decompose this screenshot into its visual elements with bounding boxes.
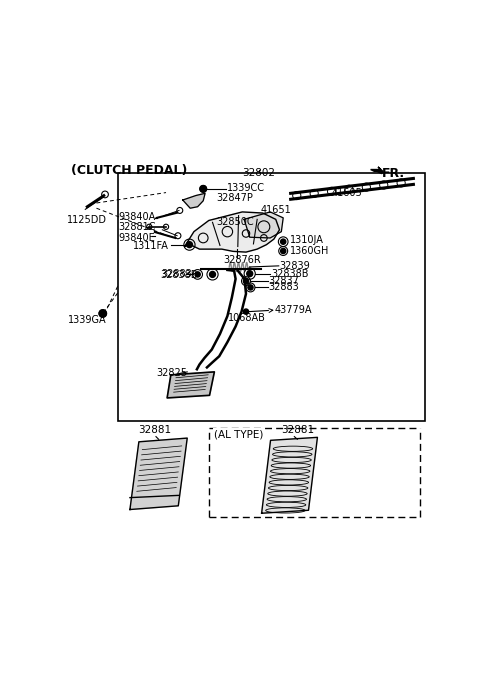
Circle shape	[195, 272, 200, 277]
Bar	[118, 173, 424, 421]
Text: 93840E: 93840E	[119, 233, 156, 243]
Text: 1360GH: 1360GH	[290, 246, 329, 256]
Text: 1311FA: 1311FA	[132, 241, 168, 251]
Circle shape	[243, 309, 249, 314]
Text: 32838B: 32838B	[160, 270, 198, 280]
Text: 93840A: 93840A	[119, 212, 156, 222]
Circle shape	[247, 270, 252, 276]
Circle shape	[200, 185, 206, 192]
Text: 1339GA: 1339GA	[68, 315, 107, 324]
Text: 32847P: 32847P	[216, 193, 253, 203]
Circle shape	[281, 248, 286, 254]
Text: 32881: 32881	[281, 425, 314, 435]
Text: 1068AB: 1068AB	[228, 313, 266, 323]
Polygon shape	[167, 372, 215, 398]
Polygon shape	[185, 212, 279, 252]
Text: 32881C: 32881C	[119, 222, 156, 232]
Circle shape	[99, 310, 107, 317]
Text: 32838B: 32838B	[271, 268, 309, 279]
Text: 1339CC: 1339CC	[227, 183, 264, 193]
Text: 32883: 32883	[161, 270, 192, 279]
Text: 32883: 32883	[269, 283, 300, 293]
Text: (AL TYPE): (AL TYPE)	[215, 429, 264, 439]
Text: 32850C: 32850C	[216, 218, 254, 227]
Circle shape	[281, 239, 286, 244]
Polygon shape	[183, 193, 205, 208]
Polygon shape	[244, 212, 283, 238]
Text: 32837: 32837	[269, 276, 300, 286]
Text: 41651: 41651	[260, 205, 291, 215]
Text: 43779A: 43779A	[275, 305, 312, 315]
Text: 32881: 32881	[138, 425, 171, 435]
Circle shape	[210, 272, 216, 277]
Text: (CLUTCH PEDAL): (CLUTCH PEDAL)	[71, 164, 188, 176]
Text: 41605: 41605	[332, 189, 362, 198]
Text: 1310JA: 1310JA	[290, 235, 324, 245]
Text: 32876R: 32876R	[224, 255, 262, 264]
Text: 32839: 32839	[279, 261, 310, 271]
Circle shape	[243, 279, 249, 284]
Text: 32802: 32802	[242, 168, 276, 178]
Circle shape	[186, 242, 192, 247]
Circle shape	[248, 285, 253, 290]
Text: FR.: FR.	[382, 167, 405, 180]
Text: 32825: 32825	[156, 368, 188, 378]
Text: 1125DD: 1125DD	[67, 215, 108, 225]
Polygon shape	[130, 438, 187, 510]
Polygon shape	[371, 167, 383, 174]
Polygon shape	[262, 437, 317, 513]
